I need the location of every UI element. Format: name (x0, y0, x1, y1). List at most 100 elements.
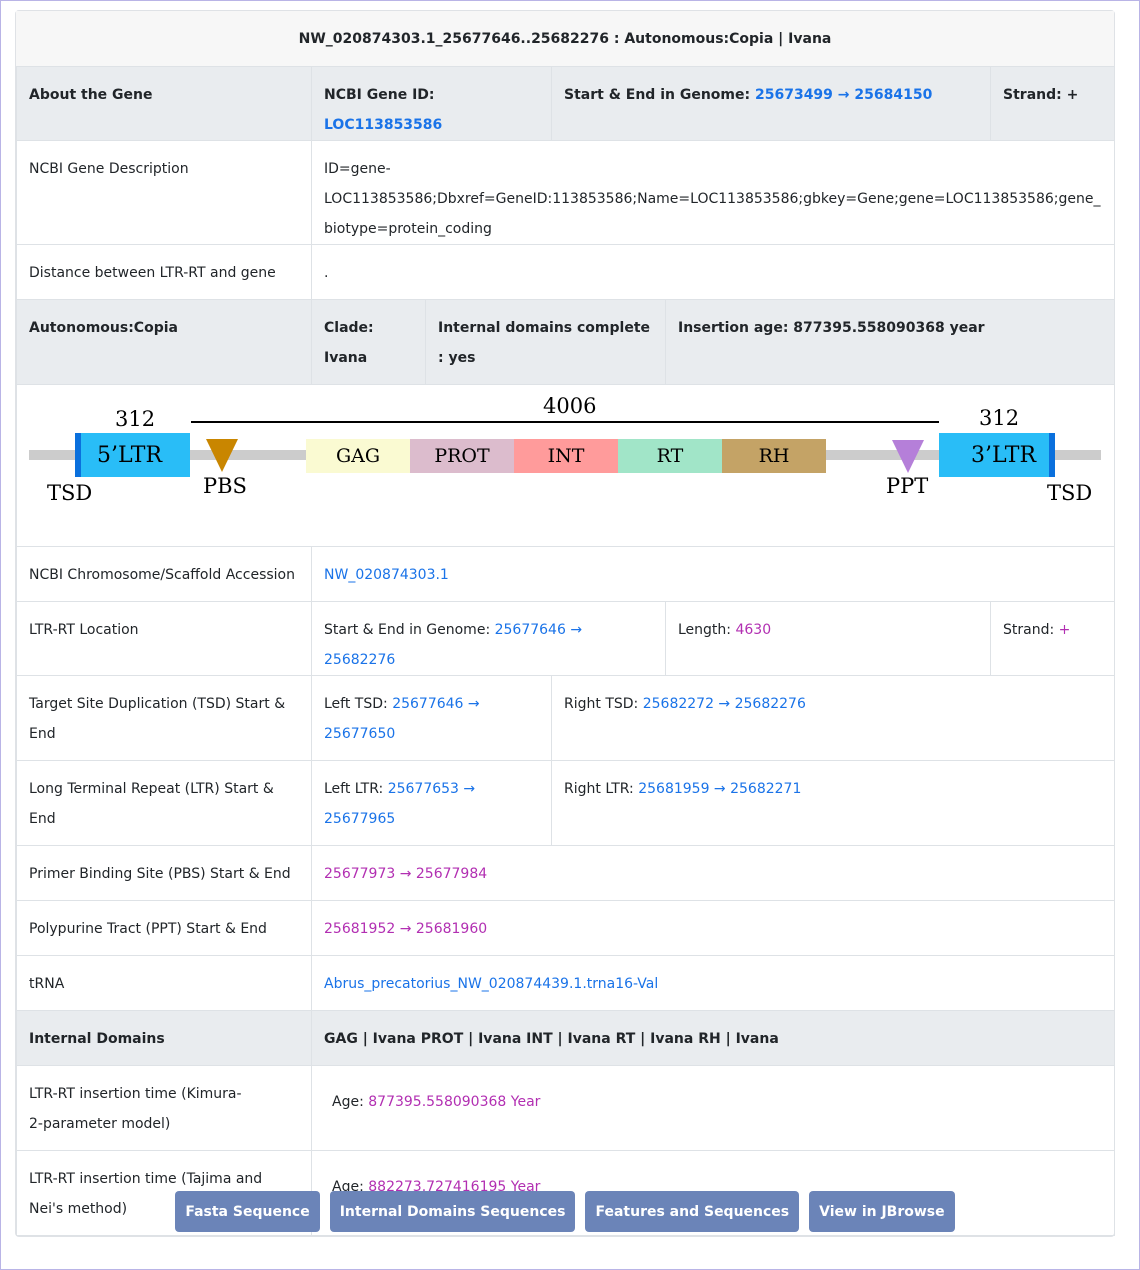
location-length-cell: Length: 4630 (664, 601, 992, 676)
tsd-label: Target Site Duplication (TSD) Start & En… (16, 675, 312, 761)
ppt-label: PPT (886, 474, 929, 498)
left-ltr-link[interactable]: 25677653 → 25677965 (324, 781, 476, 827)
structure-diagram-cell: 4006 312 5’LTR TSD PBS GAG PROT INT RT RH PP… (15, 384, 1116, 547)
pbs-row-label: Primer Binding Site (PBS) Start & End (16, 845, 312, 901)
internal-length-label: 4006 (543, 394, 597, 418)
domain-block-label: GAG (335, 445, 381, 467)
gene-start-end-cell: Start & End in Genome: 25673499 → 256841… (550, 66, 992, 141)
about-gene-label: About the Gene (16, 66, 312, 141)
ncbi-gene-id-label: NCBI Gene ID: (324, 87, 435, 103)
ppt-marker-icon (892, 440, 924, 473)
insertion-age-value: Insertion age: 877395.558090368 year (664, 299, 1116, 385)
ppt-row: Polypurine Tract (PPT) Start & End 25681… (16, 900, 1116, 956)
fasta-sequence-button[interactable]: Fasta Sequence (175, 1191, 320, 1232)
structure-diagram-row: 4006 312 5’LTR TSD PBS GAG PROT INT RT RH PP… (15, 384, 1116, 547)
right-ltr-length-label: 312 (979, 406, 1020, 430)
internal-domains-sequences-button[interactable]: Internal Domains Sequences (329, 1191, 576, 1232)
gene-start-end-link[interactable]: 25673499 → 25684150 (754, 87, 933, 103)
internal-domains-value: GAG | Ivana PROT | Ivana INT | Ivana RT … (310, 1010, 1116, 1066)
left-tsd-label-text: Left TSD: (324, 696, 388, 712)
domain-block-label: INT (547, 445, 585, 467)
right-ltr-label: 3’LTR (971, 443, 1037, 468)
domain-block-label: RT (656, 445, 684, 467)
clade-value: Clade: Ivana (311, 299, 426, 385)
classification-row: Autonomous:Copia Clade: Ivana Internal d… (16, 299, 1116, 385)
gene-start-end-label: Start & End in Genome: (564, 87, 751, 103)
ltr-label: Long Terminal Repeat (LTR) Start & End (16, 760, 312, 846)
pbs-value: 25677973 → 25677984 (310, 845, 1116, 901)
view-in-jbrowse-button[interactable]: View in JBrowse (809, 1191, 955, 1232)
left-ltr-label-text: Left LTR: (324, 781, 384, 797)
ppt-row-label: Polypurine Tract (PPT) Start & End (16, 900, 312, 956)
right-tsd-label-text: Right TSD: (564, 696, 639, 712)
internal-length-line (191, 421, 939, 423)
distance-label: Distance between LTR-RT and gene (16, 244, 312, 300)
kimura-age-value: 877395.558090368 Year (368, 1094, 541, 1110)
kimura-row: LTR-RT insertion time (Kimura-2-paramete… (16, 1065, 1116, 1151)
gene-description-label: NCBI Gene Description (16, 140, 312, 245)
chromosome-row: NCBI Chromosome/Scaffold Accession NW_02… (16, 546, 1116, 602)
right-tsd-cell: Right TSD: 25682272 → 25682276 (550, 675, 1116, 761)
right-tsd-link[interactable]: 25682272 → 25682276 (642, 696, 806, 712)
chromosome-cell: NW_020874303.1 (310, 546, 1116, 602)
right-tsd-label: TSD (1047, 481, 1093, 505)
domain-block-int: INT (514, 439, 618, 473)
gene-strand: Strand: + (990, 66, 1116, 141)
pbs-marker-icon (206, 439, 238, 472)
kimura-cell: Age: 877395.558090368 Year (310, 1065, 1116, 1151)
trna-label: tRNA (16, 955, 312, 1011)
ltr-rt-structure-diagram: 4006 312 5’LTR TSD PBS GAG PROT INT RT RH PP… (17, 385, 1113, 546)
action-buttons: Fasta Sequence Internal Domains Sequence… (16, 1191, 1114, 1232)
left-tsd-label: TSD (47, 481, 93, 505)
ppt-value: 25681952 → 25681960 (310, 900, 1116, 956)
location-start-end-cell: Start & End in Genome: 25677646 → 256822… (311, 601, 666, 676)
left-ltr-length-label: 312 (115, 407, 156, 431)
gene-description-row: NCBI Gene Description ID=gene-LOC1138535… (16, 140, 1116, 245)
right-ltr-label-text: Right LTR: (564, 781, 634, 797)
kimura-label: LTR-RT insertion time (Kimura-2-paramete… (16, 1065, 312, 1151)
ltr-rt-detail-card: NW_020874303.1_25677646..25682276 : Auto… (15, 10, 1116, 1237)
about-gene-row: About the Gene NCBI Gene ID: LOC11385358… (16, 66, 1116, 141)
left-ltr-cell: Left LTR: 25677653 → 25677965 (311, 760, 552, 846)
distance-row: Distance between LTR-RT and gene . (16, 244, 1116, 300)
internal-domains-label: Internal Domains (16, 1010, 312, 1066)
tsd-row: Target Site Duplication (TSD) Start & En… (16, 675, 1116, 761)
domain-block-rt: RT (618, 439, 722, 473)
features-and-sequences-button[interactable]: Features and Sequences (585, 1191, 800, 1232)
card-title: NW_020874303.1_25677646..25682276 : Auto… (16, 11, 1114, 67)
location-row: LTR-RT Location Start & End in Genome: 2… (16, 601, 1116, 676)
location-start-end-label: Start & End in Genome: (324, 622, 491, 638)
ncbi-gene-id-link[interactable]: LOC113853586 (324, 117, 443, 133)
internal-domains-row: Internal Domains GAG | Ivana PROT | Ivan… (16, 1010, 1116, 1066)
pbs-label: PBS (203, 474, 247, 498)
trna-link[interactable]: Abrus_precatorius_NW_020874439.1.trna16-… (324, 976, 659, 992)
domain-block-rh: RH (722, 439, 826, 473)
right-ltr-cell: Right LTR: 25681959 → 25682271 (550, 760, 1116, 846)
pbs-row: Primer Binding Site (PBS) Start & End 25… (16, 845, 1116, 901)
domain-block-prot: PROT (410, 439, 514, 473)
domain-block-label: PROT (434, 445, 490, 467)
strand-label: Strand: (1003, 622, 1055, 638)
info-table: About the Gene NCBI Gene ID: LOC11385358… (15, 66, 1116, 1236)
domain-block-gag: GAG (306, 439, 410, 473)
right-ltr-block (939, 433, 1055, 477)
length-label: Length: (678, 622, 732, 638)
location-strand-cell: Strand: + (990, 601, 1116, 676)
kimura-age-label: Age: (332, 1094, 364, 1110)
strand-value: + (1058, 622, 1071, 638)
ltr-row: Long Terminal Repeat (LTR) Start & End L… (16, 760, 1116, 846)
trna-cell: Abrus_precatorius_NW_020874439.1.trna16-… (310, 955, 1116, 1011)
trna-row: tRNA Abrus_precatorius_NW_020874439.1.tr… (16, 955, 1116, 1011)
distance-value: . (310, 244, 1116, 300)
chromosome-label: NCBI Chromosome/Scaffold Accession (16, 546, 312, 602)
left-ltr-block (75, 433, 190, 477)
location-start-end-link[interactable]: 25677646 → 25682276 (324, 622, 583, 668)
gene-description-value: ID=gene-LOC113853586;Dbxref=GeneID:11385… (310, 140, 1116, 245)
location-label: LTR-RT Location (16, 601, 312, 676)
chromosome-link[interactable]: NW_020874303.1 (324, 567, 449, 583)
left-tsd-link[interactable]: 25677646 → 25677650 (324, 696, 480, 742)
left-tsd-cell: Left TSD: 25677646 → 25677650 (311, 675, 552, 761)
ncbi-gene-id-cell: NCBI Gene ID: LOC113853586 (311, 66, 552, 141)
left-ltr-label: 5’LTR (97, 443, 163, 468)
right-ltr-link[interactable]: 25681959 → 25682271 (638, 781, 802, 797)
